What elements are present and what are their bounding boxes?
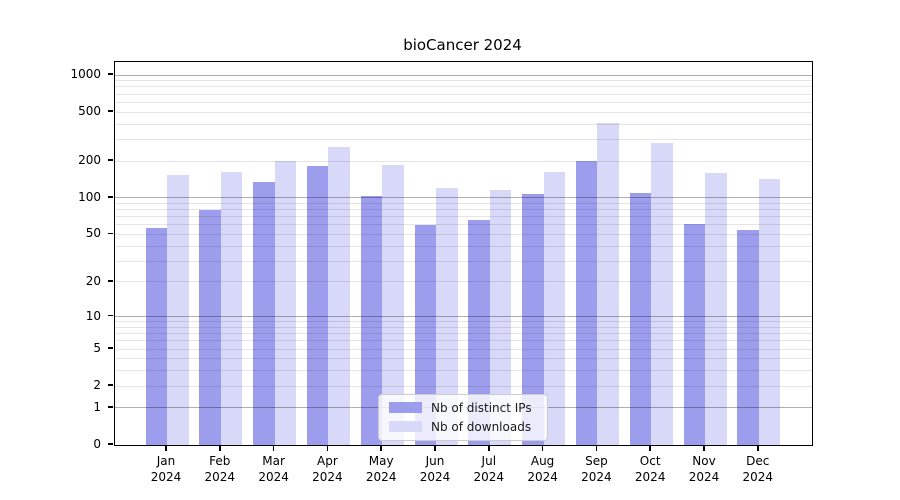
bar-distinct-ips-may [360, 195, 383, 445]
y-tick-label-5: 5 [93, 341, 101, 356]
legend-swatch-distinct-ips [389, 402, 422, 413]
y-tick-label-0: 0 [93, 437, 101, 451]
x-tick-mark-jan [165, 445, 167, 451]
y-tick-label-200: 200 [78, 153, 101, 167]
y-tick-label-20: 20 [85, 273, 101, 288]
bar-downloads-nov [705, 172, 727, 445]
bar-downloads-feb [220, 172, 243, 445]
bar-downloads-dec [758, 178, 781, 445]
legend: Nb of distinct IPs Nb of downloads [378, 394, 548, 441]
legend-label-downloads: Nb of downloads [431, 419, 532, 434]
x-tick-label-apr: Apr 2024 [312, 454, 343, 485]
y-tick-mark-200 [108, 159, 113, 161]
x-tick-label-dec: Dec 2024 [742, 454, 774, 485]
y-tick-mark-100 [108, 196, 113, 198]
y-tick-mark-50 [108, 232, 113, 235]
x-tick-mark-sep [595, 445, 598, 451]
legend-entry-distinct-ips: Nb of distinct IPs [389, 400, 537, 415]
x-tick-mark-jul [488, 445, 490, 451]
y-tick-mark-20 [108, 280, 113, 282]
x-tick-mark-oct [649, 445, 651, 451]
x-tick-mark-jun [434, 445, 436, 451]
x-tick-label-sep: Sep 2024 [581, 454, 612, 485]
bar-distinct-ips-aug [522, 194, 544, 445]
bars-layer [115, 62, 812, 445]
x-tick-label-nov: Nov 2024 [688, 454, 720, 485]
x-tick-mark-mar [272, 445, 275, 451]
bar-downloads-oct [651, 143, 673, 445]
plot-area: Nb of distinct IPs Nb of downloads [114, 61, 813, 446]
x-tick-label-feb: Feb 2024 [204, 454, 236, 485]
y-tick-mark-1000 [108, 73, 113, 75]
bar-downloads-sep [597, 123, 619, 445]
x-tick-label-jul: Jul 2024 [473, 454, 505, 485]
bar-downloads-may [382, 165, 404, 445]
y-tick-label-500: 500 [78, 104, 101, 119]
bar-distinct-ips-jun [414, 224, 436, 445]
y-tick-mark-10 [108, 314, 113, 317]
y-tick-mark-2 [108, 384, 113, 386]
legend-label-distinct-ips: Nb of distinct IPs [431, 400, 532, 415]
bar-downloads-apr [328, 147, 350, 445]
y-tick-label-10: 10 [85, 308, 101, 323]
bar-distinct-ips-sep [575, 161, 598, 445]
legend-swatch-downloads [389, 421, 422, 432]
bar-distinct-ips-feb [199, 210, 221, 445]
y-tick-mark-5 [108, 347, 113, 349]
x-tick-label-oct: Oct 2024 [634, 454, 666, 485]
bar-distinct-ips-mar [253, 182, 275, 445]
x-tick-mark-feb [219, 445, 221, 451]
bar-downloads-jan [167, 174, 189, 445]
x-tick-label-mar: Mar 2024 [258, 454, 289, 485]
x-tick-label-jan: Jan 2024 [150, 454, 182, 485]
bar-distinct-ips-apr [306, 166, 329, 445]
bar-distinct-ips-nov [683, 223, 705, 445]
y-tick-label-100: 100 [78, 189, 101, 204]
bar-downloads-aug [543, 172, 566, 445]
x-tick-label-may: May 2024 [365, 454, 397, 485]
x-tick-mark-nov [703, 445, 705, 451]
y-tick-label-50: 50 [85, 226, 101, 241]
chart-title: bioCancer 2024 [403, 36, 522, 54]
x-tick-mark-aug [541, 445, 544, 451]
y-tick-label-2: 2 [93, 378, 101, 393]
x-tick-mark-may [380, 445, 382, 451]
bar-distinct-ips-dec [737, 230, 759, 445]
bar-distinct-ips-jan [145, 228, 167, 445]
bar-downloads-jul [489, 189, 512, 445]
x-tick-label-aug: Aug 2024 [527, 454, 558, 485]
bar-distinct-ips-oct [629, 192, 652, 445]
x-tick-mark-dec [757, 445, 759, 451]
y-tick-mark-0 [108, 443, 113, 445]
y-tick-label-1000: 1000 [70, 67, 101, 82]
x-tick-mark-apr [326, 445, 329, 451]
bar-downloads-mar [274, 161, 297, 445]
y-tick-mark-500 [108, 110, 113, 112]
legend-entry-downloads: Nb of downloads [389, 419, 537, 434]
y-tick-label-1: 1 [93, 399, 101, 414]
y-tick-mark-1 [108, 406, 113, 408]
bar-distinct-ips-jul [468, 219, 490, 445]
x-tick-label-jun: Jun 2024 [419, 454, 451, 485]
